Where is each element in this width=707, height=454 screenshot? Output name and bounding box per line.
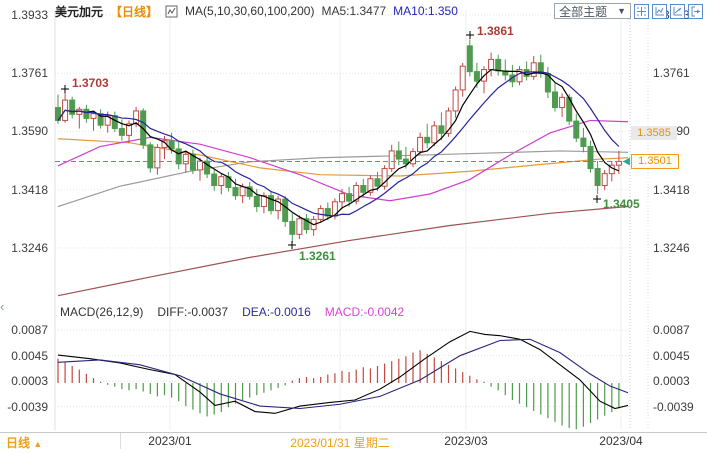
price-tag-last: 1.3501	[631, 154, 679, 170]
candlestick-chart-icon[interactable]	[165, 5, 178, 18]
macd-axis-label-right: 0.0003	[653, 374, 690, 389]
collapse-arrow-icon[interactable]: ‹	[0, 299, 5, 314]
time-axis-label: 2023/04	[599, 434, 643, 448]
toolbar: 美元加元 【日线】 MA(5,10,30,60,100,200) MA5:1.3…	[0, 0, 707, 20]
footer-separator	[120, 433, 121, 449]
overlay-ma100	[57, 150, 629, 208]
macd-axis-label-left: 0.0087	[11, 323, 48, 338]
overlay-ma60	[57, 119, 629, 202]
symbol-title: 美元加元	[55, 4, 104, 19]
macd-axis-label-left: 0.0003	[11, 374, 48, 389]
price-annotation: 1.3405	[603, 197, 640, 211]
pane-arrow-icon[interactable]	[670, 3, 685, 19]
overlay-ma200	[57, 205, 629, 297]
time-axis-label: 2023/01	[148, 434, 192, 448]
footer-period-label: 日线	[6, 436, 31, 450]
price-annotation: 1.3261	[299, 249, 336, 263]
pane-chart-icon[interactable]	[652, 3, 667, 19]
footer-period-button[interactable]: 日线 ▲	[6, 434, 42, 451]
ma10-value: MA10:1.350	[393, 4, 458, 18]
macd-axis-label-right: 0.0087	[653, 323, 690, 338]
theme-dropdown-label: 全部主题	[559, 4, 608, 19]
price-axis-label-left: 1.3246	[11, 240, 48, 255]
macd-axis-label-left: 0.0045	[11, 348, 48, 363]
price-axis-label-left: 1.3761	[11, 66, 48, 81]
price-axis-label-left: 1.3590	[11, 124, 48, 139]
price-axis-label-left: 1.3933	[11, 8, 48, 22]
macd-axis-label-right: -0.0039	[653, 399, 694, 414]
crosshair-icon[interactable]	[634, 3, 649, 19]
macd-axis-label-right: 0.0045	[653, 348, 690, 363]
price-annotation: 1.3703	[72, 76, 109, 90]
macd-axis-label-left: -0.0039	[7, 399, 48, 414]
time-axis-bar	[0, 432, 707, 449]
time-axis-label: 2023/03	[444, 434, 488, 448]
macd-dea-value: DEA:-0.0016	[242, 305, 311, 319]
last-price-arrow-icon	[622, 157, 630, 166]
macd-header: MACD(26,12,9) DIFF:-0.0037 DEA:-0.0016 M…	[60, 305, 404, 319]
ma5-value: MA5:1.3477	[321, 4, 387, 18]
exit-icon[interactable]	[688, 3, 703, 19]
macd-macd-value: MACD:-0.0042	[324, 305, 405, 319]
price-annotation: 1.3861	[477, 24, 514, 38]
time-axis-label[interactable]: 2023/01/31 星期二	[290, 436, 390, 450]
period-label: 【日线】	[110, 4, 159, 19]
price-axis-label-right: 1.3246	[653, 240, 690, 255]
price-tag-ma: 1.3585	[631, 125, 677, 140]
theme-dropdown[interactable]: 全部主题 ▼	[554, 3, 631, 19]
price-axis-label-left: 1.3418	[11, 182, 48, 197]
triangle-up-icon: ▲	[33, 439, 43, 449]
macd-title: MACD(26,12,9)	[60, 305, 144, 319]
macd-diff-value: DIFF:-0.0037	[157, 305, 229, 319]
ma-settings-label: MA(5,10,30,60,100,200)	[185, 4, 315, 18]
price-axis-label-right: 1.3761	[653, 66, 690, 81]
caret-down-icon: ▼	[617, 6, 626, 16]
price-axis-label-right: 1.3418	[653, 182, 690, 197]
